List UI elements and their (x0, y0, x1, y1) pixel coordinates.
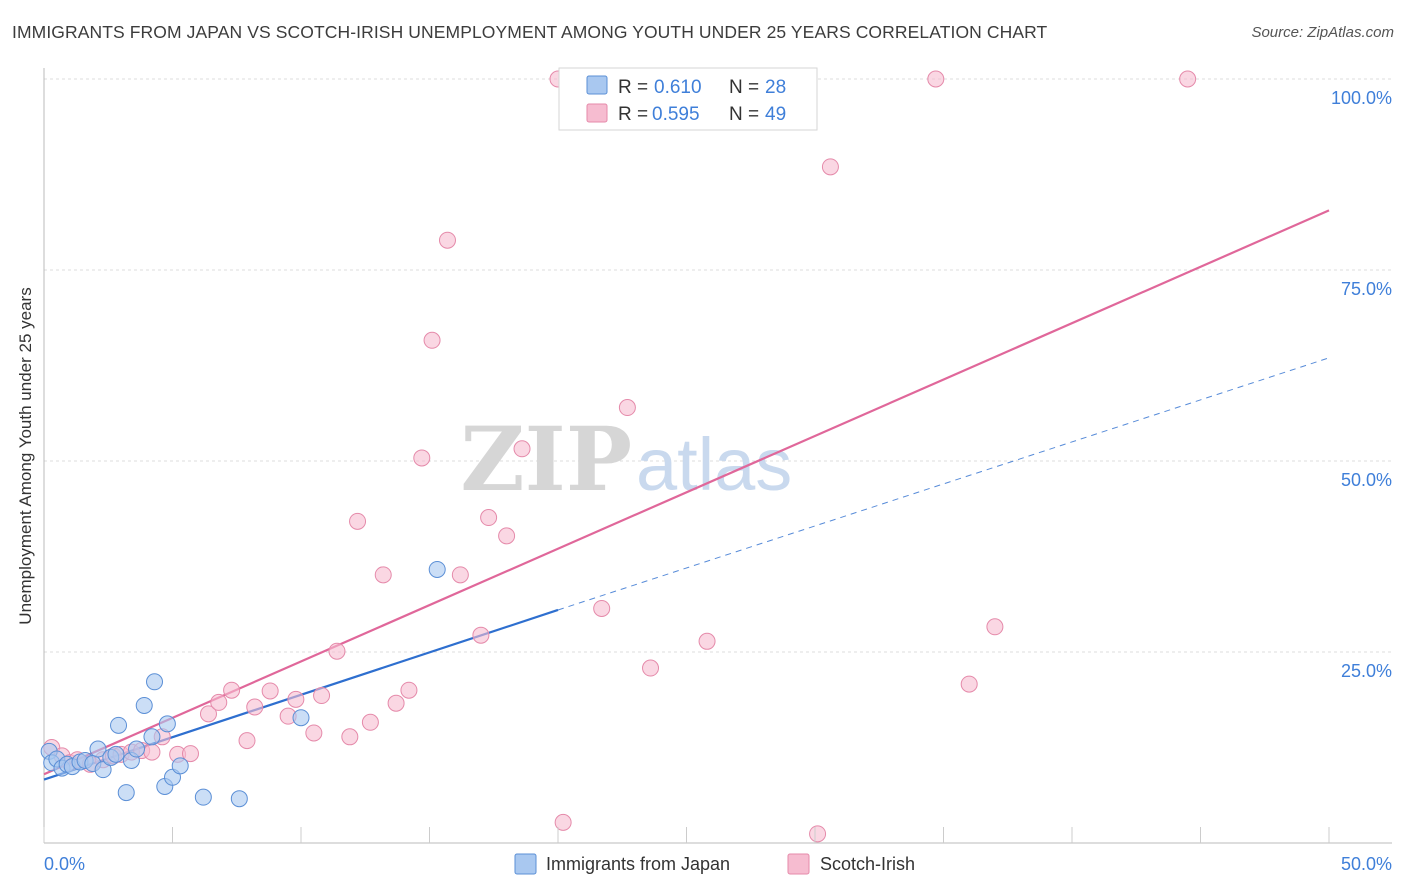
scotch-irish-point (593, 599, 611, 617)
legend-scotch-n-label: N = (729, 104, 759, 125)
scotch-irish-point (328, 642, 346, 660)
scotch-irish-point (438, 231, 456, 249)
japan-point (107, 745, 125, 763)
scotch-irish-point (423, 331, 441, 349)
scotch-irish-point (986, 618, 1004, 636)
scotch-irish-point (809, 825, 827, 843)
japan-point (128, 740, 146, 758)
ticks-layer: 25.0% 50.0% 75.0% 100.0% 0.0% 50.0% (43, 88, 1392, 874)
japan-point (117, 784, 135, 802)
scotch-irish-point (199, 705, 217, 723)
japan-point (94, 761, 112, 779)
scotch-irish-point (821, 158, 839, 176)
scotch-irish-point (472, 626, 490, 644)
axes-layer (43, 68, 1392, 844)
points-layer (40, 70, 1197, 843)
legend-bottom-scotch-label: Scotch-Irish (820, 854, 915, 874)
japan-point (230, 790, 248, 808)
legend-scotch-r-label: R = (618, 104, 648, 125)
legend-bottom-japan-swatch (514, 853, 537, 875)
scotch-irish-point (305, 724, 323, 742)
scotch-irish-point (480, 509, 498, 527)
japan-point (194, 788, 212, 806)
scotch-irish-point (238, 732, 256, 750)
scotch-irish-point (698, 632, 716, 650)
chart-source: Source: ZipAtlas.com (1251, 24, 1394, 41)
y-tick-label: 25.0% (1341, 661, 1392, 681)
scotch-irish-point (143, 743, 161, 761)
legend-scotch-r-value: 0.595 (652, 104, 700, 125)
scotch-irish-trend-line (43, 209, 1330, 776)
legend-japan-swatch (586, 75, 608, 95)
legend-japan-r-value: 0.610 (654, 77, 702, 98)
scotch-irish-point (313, 687, 331, 705)
legend-scotch-n-value: 49 (765, 104, 786, 125)
japan-point (143, 728, 161, 746)
japan-point (89, 740, 107, 758)
chart-title: IMMIGRANTS FROM JAPAN VS SCOTCH-IRISH UN… (12, 22, 1048, 42)
legend-scotch-swatch (586, 103, 608, 123)
scotch-irish-point (642, 659, 660, 677)
japan-trend-extension (557, 357, 1330, 611)
scotch-irish-point (361, 713, 379, 731)
scotch-irish-point (181, 745, 199, 763)
scotch-irish-point (400, 681, 418, 699)
scotch-irish-point (960, 675, 978, 693)
legend-bottom-scotch-swatch (787, 853, 810, 875)
japan-point (110, 716, 128, 734)
japan-point (428, 560, 446, 578)
scotch-irish-point (1179, 70, 1197, 88)
x-tick-label: 50.0% (1341, 854, 1392, 874)
japan-point (158, 715, 176, 733)
scotch-irish-point (349, 512, 367, 530)
scotch-irish-point (387, 694, 405, 712)
scotch-irish-point (374, 566, 392, 584)
japan-point (171, 757, 189, 775)
y-axis-label: Unemployment Among Youth under 25 years (16, 287, 35, 625)
japan-point (135, 696, 153, 714)
japan-point (292, 709, 310, 727)
grid-layer (44, 78, 1392, 653)
scotch-irish-point (261, 682, 279, 700)
y-tick-label: 50.0% (1341, 470, 1392, 490)
watermark: ZIP atlas (460, 407, 792, 511)
legend-japan-r-label: R = (618, 77, 648, 98)
scotch-irish-point (210, 693, 228, 711)
scotch-irish-point (287, 690, 305, 708)
scotch-irish-point (451, 566, 469, 584)
watermark-atlas: atlas (636, 423, 792, 506)
y-tick-label: 100.0% (1331, 88, 1392, 108)
legend-japan-n-value: 28 (765, 77, 786, 98)
y-tick-label: 75.0% (1341, 279, 1392, 299)
scotch-irish-point (246, 698, 264, 716)
legend-japan-n-label: N = (729, 77, 759, 98)
scotch-irish-point (927, 70, 945, 88)
scotch-irish-point (618, 399, 636, 417)
legend-bottom-japan-label: Immigrants from Japan (546, 854, 730, 874)
scotch-irish-point (554, 813, 572, 831)
scotch-irish-point (498, 527, 516, 545)
japan-point (146, 673, 164, 691)
legend-bottom: Immigrants from Japan Scotch-Irish (514, 853, 915, 875)
x-tick-label: 0.0% (44, 854, 85, 874)
scotch-irish-point (513, 440, 531, 458)
scotch-irish-point (413, 449, 431, 467)
watermark-zip: ZIP (460, 407, 632, 511)
legend-top: R = 0.610 N = 28 R = 0.595 N = 49 (558, 67, 818, 131)
scotch-irish-point (223, 681, 241, 699)
scotch-irish-point (341, 728, 359, 746)
